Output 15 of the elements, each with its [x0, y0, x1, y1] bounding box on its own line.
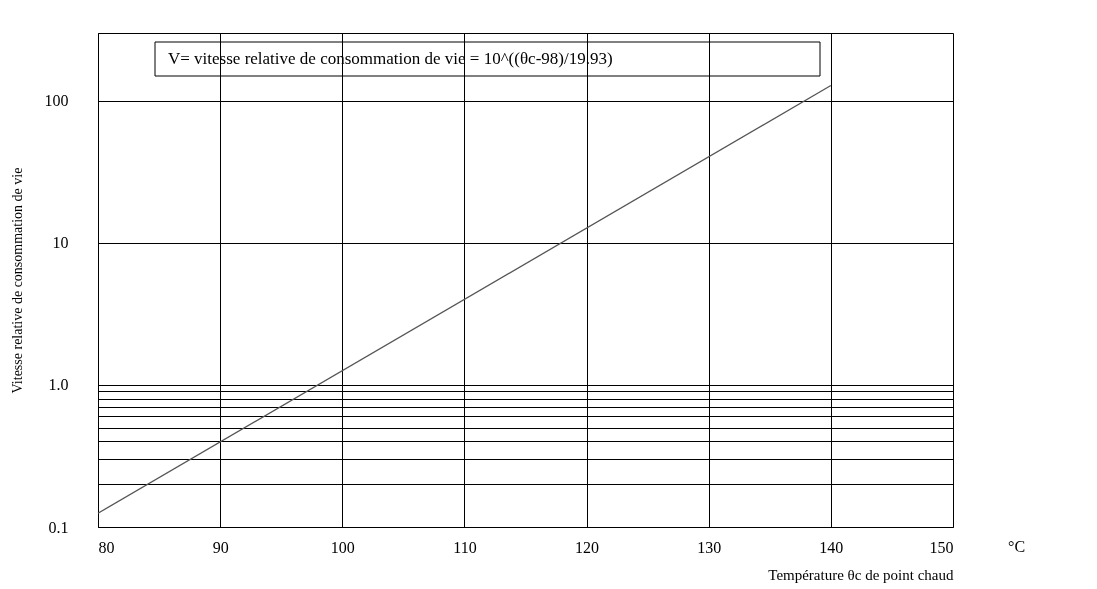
- x-tick-label: 140: [819, 538, 844, 556]
- x-axis-title: Température θc de point chaud: [768, 566, 954, 583]
- y-tick-label: 0.1: [48, 518, 69, 536]
- y-axis-title: Vitesse relative de consommation de vie: [9, 167, 25, 394]
- y-tick-label: 100: [44, 92, 69, 110]
- x-tick-label: 90: [212, 538, 229, 556]
- y-tick-label: 10: [52, 234, 69, 252]
- x-tick-label: 80: [98, 538, 115, 556]
- x-tick-label: 150: [929, 538, 954, 556]
- x-tick-label: 120: [575, 538, 600, 556]
- y-tick-label: 1.0: [48, 376, 69, 394]
- x-tick-label: 100: [330, 538, 355, 556]
- x-tick-label: 130: [697, 538, 722, 556]
- x-tick-label: 110: [453, 538, 477, 556]
- text: °C: [1008, 538, 1026, 555]
